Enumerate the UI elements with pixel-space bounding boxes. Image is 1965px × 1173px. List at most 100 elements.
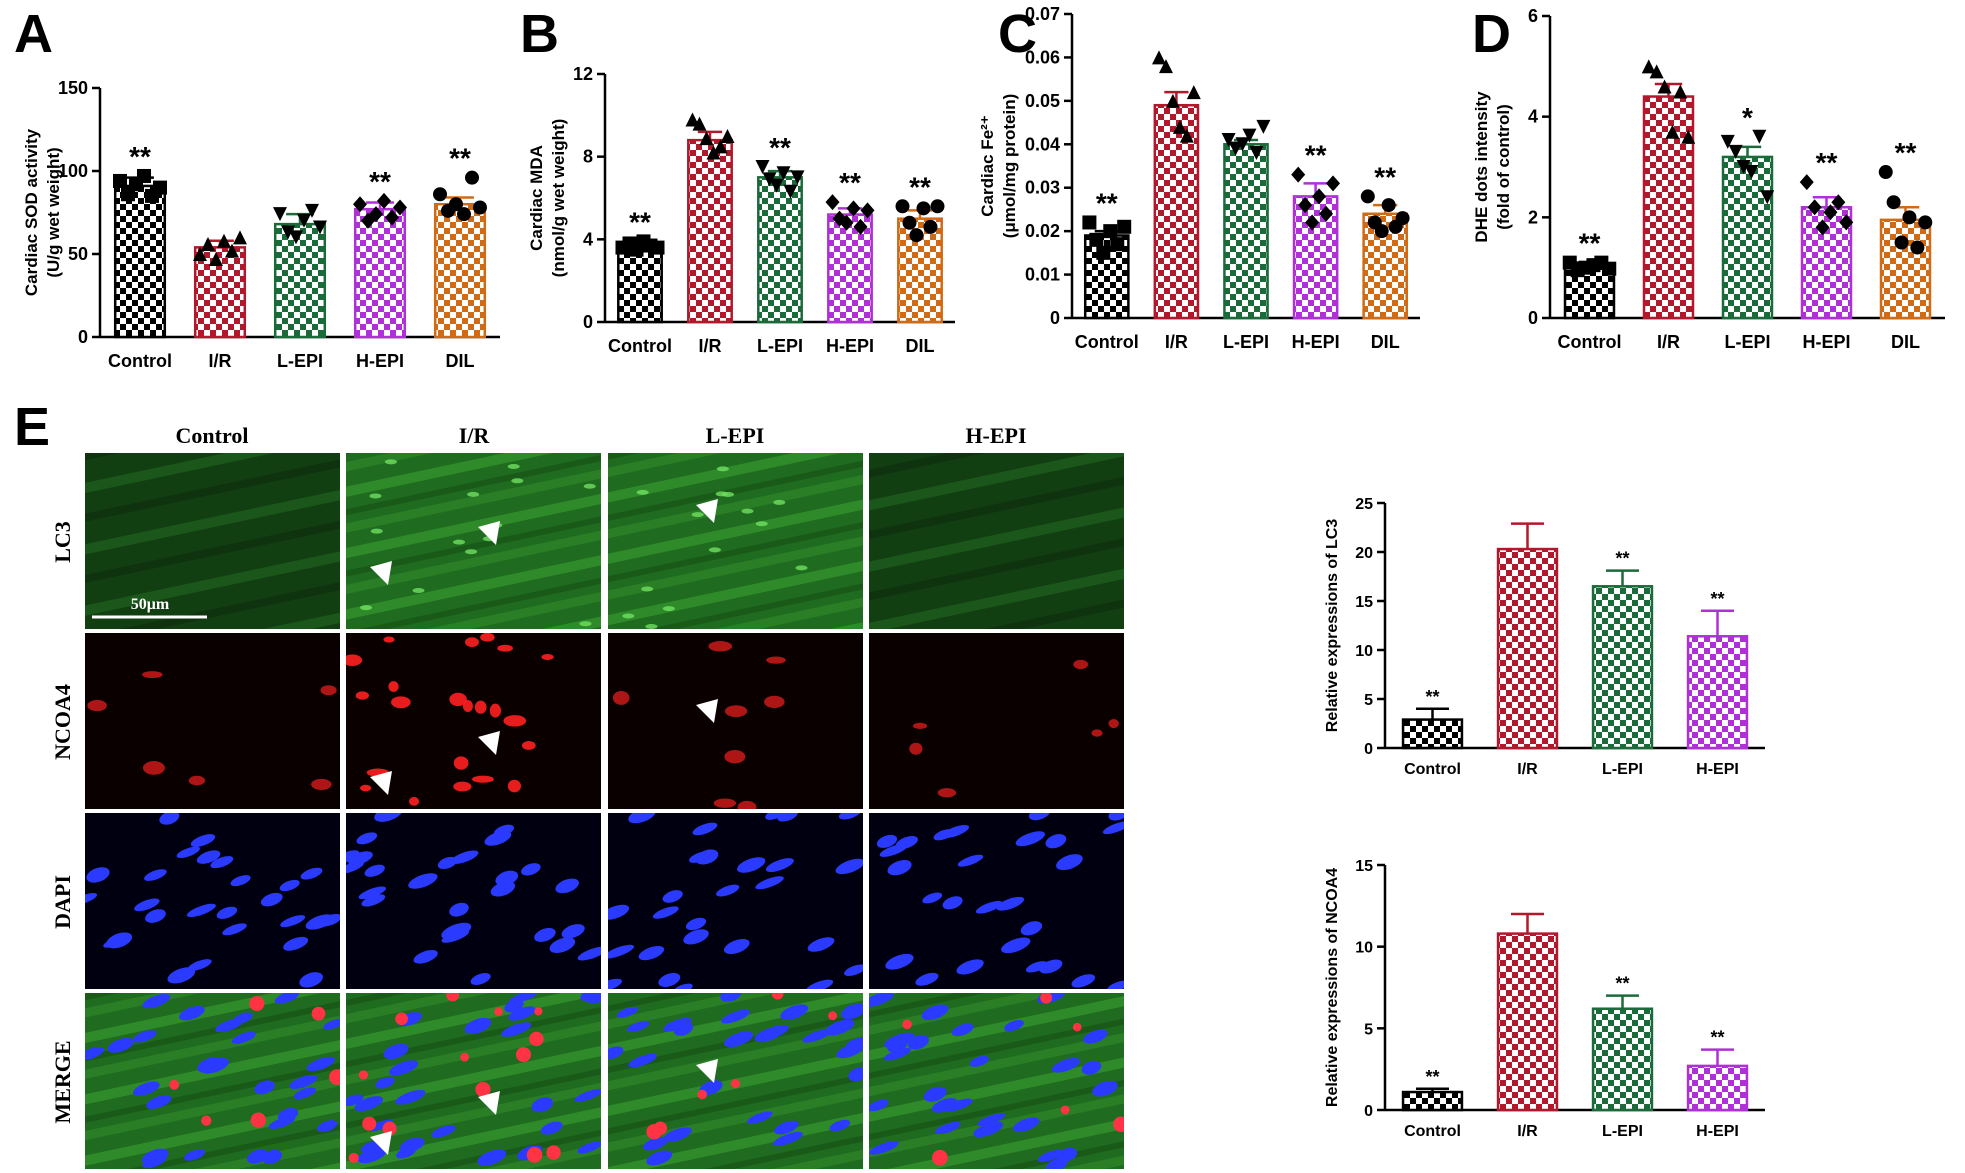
arrowhead-icon: [370, 1131, 392, 1155]
nucleus: [437, 856, 457, 870]
data-point: [201, 237, 215, 252]
ncoa4-spot: [388, 681, 399, 692]
tile-background: [346, 813, 601, 989]
ncoa4-spot: [188, 775, 206, 786]
nucleus: [1107, 980, 1124, 989]
data-point: [650, 240, 665, 255]
data-point: [449, 197, 463, 212]
row-header-merge: MERGE: [50, 1040, 75, 1123]
y-tick-label: 0: [583, 312, 593, 332]
merge-spot: [1060, 1105, 1070, 1115]
data-point: [916, 201, 931, 216]
category-label: H-EPI: [1696, 1123, 1739, 1140]
tile-background: [869, 633, 1124, 809]
chart-b: 0 4 8 12 Cardiac MDA (nmol/g wet weight) ** Con…: [527, 64, 955, 356]
nucleus: [1028, 813, 1051, 821]
data-point: [1291, 166, 1306, 183]
significance-marker: **: [1895, 137, 1917, 168]
nucleus: [1083, 1029, 1108, 1044]
lc3-puncta: [708, 547, 721, 553]
nucleus: [956, 959, 984, 975]
tile-background: [85, 633, 340, 809]
ncoa4-spot: [489, 703, 501, 718]
nucleus: [688, 851, 711, 863]
nucleus: [885, 953, 914, 970]
data-point: [1831, 194, 1846, 211]
ncoa4-spot: [724, 705, 748, 718]
nucleus: [395, 1089, 426, 1105]
data-point: [1152, 50, 1166, 65]
ncoa4-spot: [453, 781, 472, 792]
merge-spot: [249, 995, 265, 1012]
bar-lepi: [1591, 585, 1654, 750]
nucleus: [144, 869, 167, 881]
micro-tile-merge-ir: [346, 993, 601, 1169]
nucleus: [283, 936, 309, 951]
nucleus: [361, 894, 386, 907]
data-point: [825, 194, 840, 211]
data-point: [233, 230, 247, 245]
data-point: [281, 225, 295, 240]
nucleus: [876, 834, 898, 848]
lc3-puncta: [722, 492, 735, 498]
category-label: I/R: [1517, 1123, 1538, 1140]
tile-background: [869, 453, 1124, 629]
nucleus: [969, 1055, 989, 1067]
data-point: [473, 200, 487, 215]
data-point: [1657, 79, 1672, 94]
ncoa4-spot: [360, 784, 372, 792]
bar-ir: [687, 138, 733, 324]
category-label: DIL: [1371, 332, 1400, 352]
lc3-puncta: [412, 588, 425, 594]
data-point: [762, 172, 777, 187]
nucleus: [470, 973, 491, 985]
data-point: [720, 129, 735, 143]
data-point: [1242, 128, 1257, 143]
significance-marker: **: [909, 171, 931, 202]
y-tick-label: 0: [78, 327, 88, 347]
microscopy-grid: Control I/R L-EPI H-EPI LC3 NCOA4 DAPI M…: [50, 423, 1124, 1169]
data-point: [433, 187, 447, 202]
data-point: [1752, 129, 1767, 144]
y-tick-label: 20: [1355, 545, 1373, 562]
y-tick-label: 0.03: [1025, 178, 1060, 198]
nucleus: [85, 892, 98, 905]
y-tick-label: 8: [583, 147, 593, 167]
significance-marker: **: [1615, 549, 1629, 569]
micro-tile-dapi-lepi: [608, 813, 863, 989]
lc3-puncta: [579, 621, 592, 627]
ncoa4-spot: [713, 798, 737, 808]
data-point: [699, 131, 714, 146]
y-tick-label: 2: [1528, 207, 1538, 227]
lc3-puncta: [645, 623, 658, 629]
data-point: [137, 168, 151, 183]
y-axis-label: (nmol/g wet weight): [549, 119, 568, 278]
nucleus: [643, 1136, 669, 1151]
nucleus: [1037, 1149, 1063, 1162]
ncoa4-spot: [449, 692, 467, 707]
nucleus: [216, 906, 238, 919]
data-point: [1728, 144, 1743, 159]
nucleus: [838, 813, 862, 820]
y-tick-label: 0: [1364, 741, 1373, 758]
microscopy-tiles: [85, 453, 1124, 1169]
category-label: I/R: [1657, 332, 1680, 352]
ncoa4-spot: [503, 715, 527, 727]
micro-tile-merge-lepi: [608, 993, 863, 1169]
category-label: L-EPI: [757, 336, 803, 356]
nucleus: [663, 1017, 692, 1032]
category-label: I/R: [1517, 761, 1538, 778]
lc3-puncta: [755, 521, 768, 527]
nucleus: [531, 1097, 554, 1113]
y-axis-label: Cardiac Fe²⁺: [978, 115, 997, 217]
nucleus: [1004, 1020, 1024, 1032]
category-label: H-EPI: [1292, 332, 1340, 352]
nucleus: [721, 1009, 751, 1024]
merge-spot: [348, 1152, 359, 1163]
bar-lepi: [273, 222, 327, 339]
data-point: [1918, 215, 1933, 230]
merge-spot: [1113, 1116, 1124, 1132]
nucleus: [348, 851, 373, 866]
